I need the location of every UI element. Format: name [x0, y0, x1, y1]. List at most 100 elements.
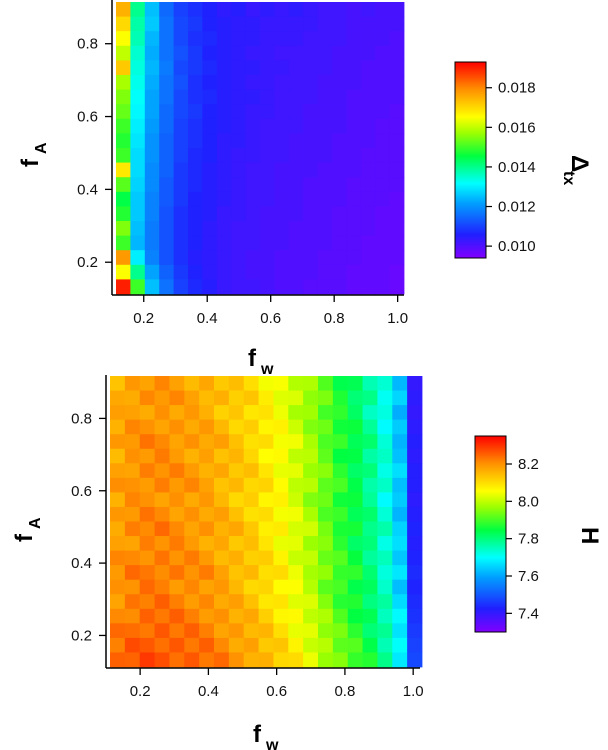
- delta-tx-heatmap-cell: [216, 2, 232, 17]
- h-heatmap-cell: [184, 550, 200, 566]
- h-heatmap-cell: [110, 594, 126, 610]
- h-heatmap-cell: [347, 448, 363, 464]
- delta-tx-heatmap-cell: [116, 45, 131, 61]
- h-heatmap-cell: [154, 623, 170, 639]
- delta-tx-heatmap-cell: [216, 206, 232, 222]
- h-heatmap-cell: [154, 594, 170, 610]
- h-heatmap-cell: [258, 594, 274, 610]
- h-heatmap-cell: [199, 637, 215, 653]
- delta-tx-heatmap-cell: [245, 191, 261, 207]
- delta-tx-heatmap-cell: [346, 45, 362, 61]
- h-heatmap-cell: [332, 434, 349, 450]
- h-heatmap-cell: [228, 434, 245, 450]
- h-heatmap-cell: [288, 579, 304, 595]
- h-heatmap-cell: [139, 565, 155, 581]
- h-heatmap-cell: [139, 579, 155, 595]
- delta-tx-heatmap-cell: [260, 148, 275, 163]
- h-y-axis-title: f: [11, 533, 38, 542]
- h-x-axis-title-sub: w: [265, 737, 279, 750]
- h-heatmap-cell: [243, 637, 259, 653]
- h-heatmap-cell: [288, 565, 304, 581]
- delta-tx-heatmap-cell: [317, 133, 333, 149]
- h-heatmap-cell: [332, 463, 349, 479]
- h-heatmap-cell: [332, 376, 349, 391]
- delta-tx-heatmap-cell: [346, 279, 362, 295]
- h-heatmap-cell: [303, 434, 319, 450]
- h-heatmap-cell: [124, 376, 141, 391]
- delta-tx-heatmap-cell: [274, 177, 290, 193]
- delta-tx-heatmap-cell: [202, 104, 218, 120]
- h-heatmap-cell: [214, 652, 230, 668]
- delta-tx-heatmap-cell: [375, 104, 390, 120]
- delta-tx-heatmap-cell: [188, 191, 203, 207]
- h-heatmap-cell: [139, 463, 155, 479]
- delta-tx-heatmap-cell: [317, 162, 333, 178]
- h-heatmap-cell: [243, 492, 259, 508]
- h-heatmap-cell: [139, 434, 155, 450]
- delta-tx-heatmap-cell: [202, 118, 218, 134]
- h-heatmap-cell: [347, 579, 363, 595]
- h-heatmap-cell: [110, 623, 126, 639]
- delta-tx-heatmap-cell: [245, 60, 261, 76]
- h-heatmap-cell: [273, 565, 289, 581]
- h-heatmap-cell: [288, 405, 304, 421]
- h-heatmap-cell: [199, 448, 215, 464]
- h-heatmap-cell: [392, 579, 408, 595]
- h-heatmap-cell: [318, 492, 334, 508]
- delta-tx-x-tick-label: 0.2: [133, 310, 154, 327]
- delta-tx-heatmap-cell: [260, 45, 275, 61]
- h-heatmap-cell: [184, 608, 200, 624]
- delta-tx-heatmap-cell: [332, 2, 347, 17]
- h-heatmap-cell: [228, 448, 245, 464]
- delta-tx-heatmap-cell: [231, 148, 246, 163]
- h-heatmap-cell: [318, 579, 334, 595]
- h-heatmap-cell: [258, 637, 274, 653]
- delta-tx-heatmap-cell: [303, 221, 318, 236]
- h-heatmap-cell: [243, 536, 259, 551]
- h-heatmap-cell: [154, 419, 170, 435]
- delta-tx-heatmap-cell: [317, 118, 333, 134]
- delta-tx-heatmap-cell: [260, 177, 275, 193]
- h-heatmap-cell: [154, 477, 170, 493]
- h-heatmap-cell: [243, 550, 259, 566]
- h-heatmap-cell: [332, 652, 349, 668]
- h-heatmap-cell: [184, 390, 200, 406]
- h-colorbar: [474, 435, 507, 633]
- h-heatmap-cell: [273, 405, 289, 421]
- h-heatmap-cell: [169, 390, 185, 406]
- h-heatmap-cell: [169, 623, 185, 639]
- h-heatmap-cell: [362, 376, 378, 391]
- h-heatmap-cell: [407, 608, 423, 624]
- h-heatmap-cell: [110, 390, 126, 406]
- h-heatmap-cells: [110, 376, 423, 668]
- delta-tx-heatmap-cell: [245, 162, 261, 178]
- delta-tx-heatmap-cell: [216, 264, 232, 280]
- h-heatmap-cell: [228, 521, 245, 537]
- h-heatmap-cell: [362, 623, 378, 639]
- delta-tx-heatmap-cell: [346, 177, 362, 193]
- delta-tx-heatmap-cell: [116, 118, 131, 134]
- h-heatmap-cell: [303, 637, 319, 653]
- delta-tx-heatmap-cell: [130, 221, 146, 236]
- h-heatmap-cell: [199, 594, 215, 610]
- h-heatmap-cell: [258, 579, 274, 595]
- delta-tx-heatmap-cell: [144, 250, 160, 266]
- h-heatmap-cell: [362, 521, 378, 537]
- h-heatmap-cell: [154, 652, 170, 668]
- delta-tx-heatmap-cell: [317, 104, 333, 120]
- delta-tx-heatmap-cell: [130, 118, 146, 134]
- delta-tx-heatmap-cell: [144, 235, 160, 251]
- h-heatmap-cell: [154, 521, 170, 537]
- delta-tx-y-tick-label: 0.4: [77, 181, 98, 198]
- delta-tx-heatmap-cell: [288, 148, 304, 163]
- h-heatmap-cell: [124, 608, 141, 624]
- delta-tx-heatmap-cell: [216, 89, 232, 105]
- h-heatmap-cell: [392, 463, 408, 479]
- delta-tx-heatmap-cell: [260, 206, 275, 222]
- h-heatmap-cell: [258, 652, 274, 668]
- delta-tx-heatmap-cell: [216, 279, 232, 295]
- delta-tx-heatmap-cell: [389, 45, 405, 61]
- h-heatmap-cell: [258, 506, 274, 522]
- delta-tx-heatmap-cell: [159, 191, 174, 207]
- delta-tx-heatmap-cell: [332, 60, 347, 76]
